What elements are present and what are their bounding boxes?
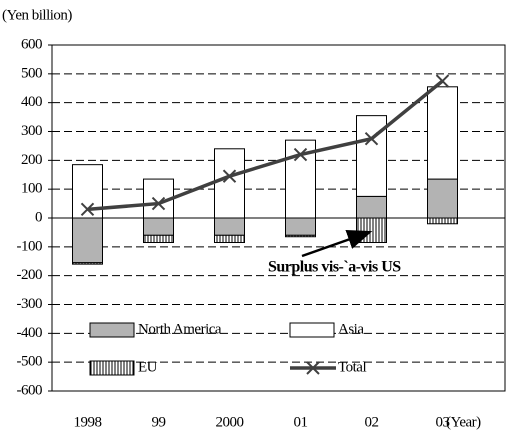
- legend-swatch: [89, 322, 135, 338]
- bar: [72, 217, 103, 264]
- y-tick-label: 100: [21, 181, 42, 197]
- x-tick-label: 01: [294, 414, 308, 430]
- y-tick-label: 500: [21, 65, 42, 81]
- y-tick-label: -500: [17, 354, 43, 370]
- bar: [427, 178, 458, 219]
- total-line: [87, 79, 444, 212]
- y-tick-label: -200: [17, 267, 43, 283]
- bar: [356, 217, 387, 244]
- legend-label: North America: [138, 321, 222, 337]
- y-tick-label: 200: [21, 152, 42, 168]
- legend-label: EU: [138, 359, 158, 375]
- total-marker: [293, 147, 308, 162]
- legend-swatch: [89, 360, 135, 376]
- x-tick-label: 2000: [216, 414, 244, 430]
- total-marker: [435, 74, 450, 88]
- bar: [143, 234, 174, 244]
- x-tick-label: 03: [436, 414, 450, 430]
- legend-marker: [306, 361, 320, 375]
- y-unit: (Yen billion): [2, 7, 72, 23]
- bar: [427, 217, 458, 225]
- total-marker: [80, 202, 95, 217]
- total-marker: [222, 169, 237, 183]
- y-tick-label: -600: [17, 382, 43, 398]
- x-tick-label: 02: [365, 414, 379, 430]
- bar: [356, 115, 387, 197]
- y-tick-label: 300: [21, 123, 42, 139]
- bar: [285, 234, 316, 238]
- y-tick-label: -100: [17, 238, 43, 254]
- annotation: Surplus vis-`a-vis US: [268, 259, 401, 276]
- bar: [285, 217, 316, 236]
- y-tick-label: 400: [21, 94, 42, 110]
- y-tick-label: 0: [35, 209, 42, 225]
- y-tick-label: 600: [21, 36, 42, 52]
- total-marker: [151, 196, 166, 211]
- total-marker: [364, 132, 379, 146]
- bar: [143, 217, 174, 236]
- x-unit: (Year): [446, 414, 481, 430]
- annotation-arrow: [301, 230, 373, 258]
- bar: [72, 262, 103, 265]
- legend-label: Total: [338, 359, 366, 375]
- legend-label: Asia: [338, 321, 364, 337]
- legend-swatch: [289, 322, 335, 338]
- x-tick-label: 99: [152, 414, 166, 430]
- bar: [214, 217, 245, 236]
- bar: [356, 195, 387, 219]
- x-tick-label: 1998: [74, 414, 102, 430]
- y-tick-label: -400: [17, 325, 43, 341]
- bar: [214, 148, 245, 219]
- plot-frame: [51, 44, 506, 392]
- y-tick-label: -300: [17, 296, 43, 312]
- bar: [427, 86, 458, 180]
- bar: [214, 234, 245, 244]
